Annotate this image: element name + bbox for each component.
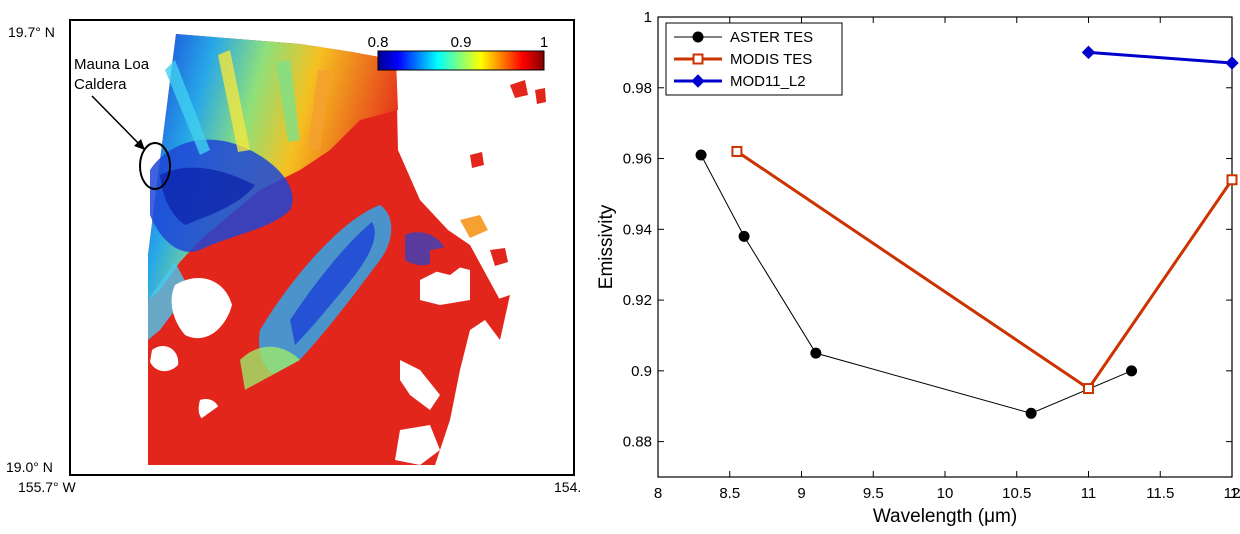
x-tick-label: 9: [797, 485, 805, 502]
x-axis-label: Wavelength (μm): [873, 506, 1017, 527]
data-point: [1025, 407, 1037, 419]
y-tick-label: 0.94: [623, 221, 652, 238]
series-line: [1088, 50, 1233, 65]
x-tick-label: 10.5: [1002, 485, 1031, 502]
data-point: [810, 347, 822, 359]
lon-left-label: 155.7° W: [18, 479, 77, 495]
y-axis-label: Emissivity: [596, 204, 617, 289]
emissivity-chart-panel: 88.599.51010.51111.512120.880.90.920.940…: [590, 0, 1240, 529]
data-point: [1226, 174, 1238, 186]
colorbar-tick-label: 1: [540, 34, 548, 51]
data-point: [695, 149, 707, 161]
colorbar-tick-label: 0.8: [368, 34, 389, 51]
data-point: [1083, 383, 1094, 395]
lat-top-label: 19.7° N: [8, 24, 55, 40]
lon-right-label: 154.: [554, 479, 581, 495]
caldera-arrow: [91, 95, 146, 151]
x-tick-label: 12: [1224, 485, 1240, 502]
caldera-ellipse: [139, 142, 171, 190]
caldera-label-line1: Mauna Loa: [74, 56, 150, 73]
emissivity-raster: [148, 34, 546, 465]
x-tick-label: 12: [1230, 485, 1240, 502]
legend-label: ASTER TES: [730, 29, 813, 46]
emissivity-chart: 88.599.51010.51111.512120.880.90.920.940…: [596, 9, 1240, 527]
data-point: [1225, 56, 1239, 70]
caldera-label-line2: Caldera: [74, 76, 127, 93]
y-tick-label: 0.98: [623, 80, 652, 97]
axis-ticks: 88.599.51010.51111.512120.880.90.920.940…: [623, 9, 1240, 502]
colorbar: [377, 50, 545, 71]
y-tick-label: 1: [644, 9, 652, 26]
x-tick-label: 8.5: [719, 485, 740, 502]
y-tick-label: 0.96: [623, 151, 652, 168]
y-tick-label: 0.92: [623, 292, 652, 309]
colorbar-tick-label: 0.9: [451, 34, 472, 51]
legend-label: MOD11_L2: [730, 73, 806, 90]
x-tick-label: 10: [937, 485, 954, 502]
emissivity-map: 0.8 0.9 1 Mauna Loa Caldera 19.7° N 19.0…: [6, 19, 581, 495]
x-tick-label: 9.5: [863, 485, 884, 502]
legend: ASTER TES MODIS TES MOD11_L2: [665, 22, 843, 96]
caldera-arrowhead: [134, 139, 145, 150]
x-tick-label: 11.5: [1146, 485, 1174, 502]
y-tick-label: 0.9: [631, 363, 652, 380]
x-tick-label: 11: [1081, 485, 1097, 502]
data-point: [691, 74, 705, 88]
legend-label: MODIS TES: [730, 51, 812, 68]
x-tick-label: 8: [654, 485, 662, 502]
data-point: [731, 145, 743, 157]
series-layer: [695, 45, 1239, 419]
data-point: [1081, 45, 1096, 60]
y-tick-label: 0.88: [623, 434, 652, 451]
data-point: [692, 31, 704, 43]
data-point: [738, 230, 750, 242]
lat-bottom-label: 19.0° N: [6, 459, 53, 475]
data-point: [692, 53, 704, 65]
data-point: [1126, 365, 1138, 377]
emissivity-map-panel: 0.8 0.9 1 Mauna Loa Caldera 19.7° N 19.0…: [0, 0, 590, 529]
